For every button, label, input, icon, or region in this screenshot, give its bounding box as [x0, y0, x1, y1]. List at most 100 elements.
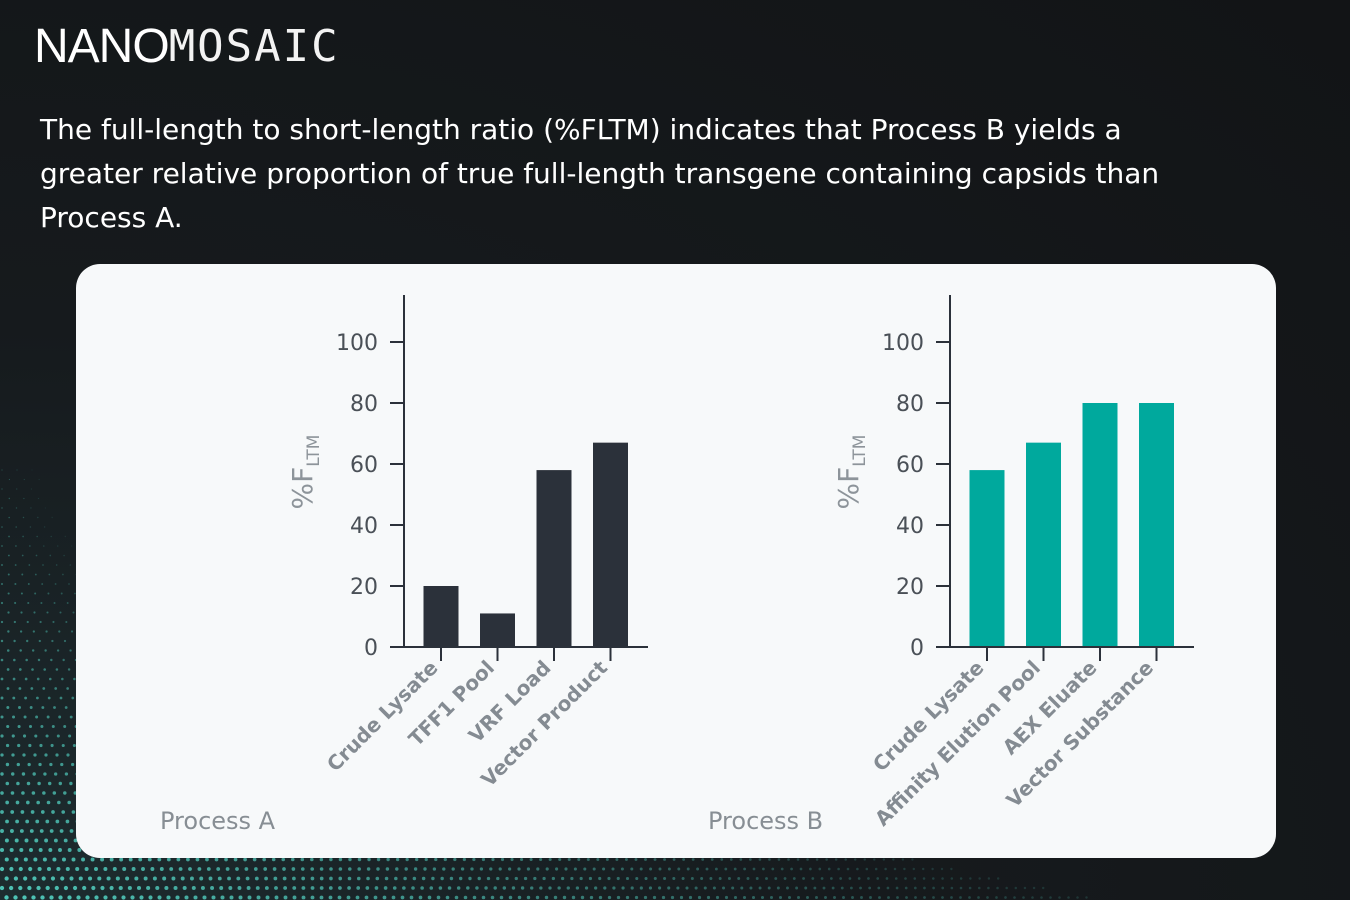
- decorative-dot: [932, 886, 935, 890]
- decorative-dot: [64, 535, 67, 538]
- decorative-dot: [56, 734, 60, 738]
- decorative-dot: [115, 876, 120, 881]
- decorative-dot: [701, 858, 705, 861]
- decorative-dot: [310, 886, 315, 890]
- decorative-dot: [977, 886, 981, 890]
- decorative-dot: [941, 877, 944, 880]
- decorative-dot: [87, 876, 93, 881]
- decorative-dot: [211, 895, 216, 900]
- decorative-dot: [197, 867, 202, 871]
- decorative-dot: [758, 858, 762, 861]
- decorative-dot: [0, 734, 4, 738]
- decorative-dot: [418, 895, 423, 900]
- decorative-dot: [0, 791, 4, 795]
- decorative-dot: [573, 867, 577, 871]
- decorative-dot: [548, 857, 552, 862]
- decorative-dot: [959, 886, 963, 890]
- decorative-dot: [514, 876, 518, 881]
- decorative-dot: [751, 895, 756, 900]
- decorative-dot: [85, 895, 90, 900]
- decorative-dot: [874, 867, 878, 871]
- decorative-dot: [612, 886, 616, 890]
- decorative-dot: [53, 772, 58, 776]
- decorative-dot: [950, 877, 954, 880]
- decorative-dot: [63, 838, 68, 843]
- decorative-dot: [292, 886, 297, 890]
- decorative-dot: [43, 772, 47, 776]
- decorative-dot: [40, 895, 45, 900]
- decorative-dot: [885, 877, 889, 880]
- decorative-dot: [733, 867, 737, 871]
- decorative-dot: [596, 858, 600, 861]
- decorative-dot: [0, 753, 4, 757]
- decorative-dot: [50, 658, 53, 662]
- decorative-dot: [783, 877, 787, 880]
- bar-crude-lysate: [423, 586, 459, 647]
- decorative-dot: [551, 876, 555, 881]
- decorative-dot: [802, 877, 805, 880]
- decorative-dot: [166, 895, 171, 900]
- decorative-dot: [139, 895, 144, 900]
- decorative-dot: [727, 877, 731, 880]
- decorative-dot: [141, 867, 145, 871]
- decorative-dot: [376, 867, 380, 871]
- decorative-dot: [749, 858, 752, 861]
- decorative-dot: [602, 867, 606, 871]
- decorative-dot: [29, 829, 34, 833]
- decorative-dot: [162, 876, 167, 881]
- decorative-dot: [59, 829, 64, 833]
- decorative-dot: [374, 886, 379, 890]
- decorative-dot: [0, 810, 4, 814]
- decorative-dot: [499, 895, 504, 900]
- decorative-dot: [760, 895, 765, 900]
- decorative-dot: [6, 687, 10, 690]
- decorative-dot: [577, 857, 581, 862]
- decorative-dot: [903, 867, 906, 871]
- decorative-dot: [603, 886, 607, 890]
- decorative-dot: [11, 753, 15, 757]
- decorative-dot: [409, 895, 414, 900]
- decorative-dot: [500, 857, 505, 862]
- decorative-dot: [63, 639, 67, 643]
- decorative-dot: [8, 516, 10, 519]
- decorative-dot: [827, 867, 831, 871]
- decorative-dot: [639, 886, 643, 890]
- decorative-dot: [7, 554, 10, 557]
- decorative-dot: [21, 573, 24, 576]
- decorative-dot: [697, 895, 702, 900]
- decorative-dot: [607, 876, 611, 881]
- logo-text-mosaic: MOSAIC: [168, 21, 340, 72]
- decorative-dot: [18, 885, 23, 891]
- decorative-dot: [273, 876, 278, 881]
- decorative-dot: [688, 895, 693, 900]
- decorative-dot: [912, 867, 916, 871]
- decorative-dot: [520, 857, 524, 862]
- decorative-dot: [62, 658, 65, 662]
- decorative-dot: [43, 668, 46, 671]
- decorative-dot: [157, 857, 162, 862]
- decorative-dot: [53, 838, 58, 843]
- bar-aex-eluate: [1082, 403, 1118, 647]
- decorative-dot: [47, 781, 52, 786]
- decorative-dot: [873, 858, 876, 861]
- decorative-dot: [22, 734, 27, 738]
- decorative-dot: [290, 857, 295, 862]
- decorative-dot: [11, 734, 15, 738]
- decorative-dot: [18, 687, 22, 690]
- decorative-dot: [607, 895, 612, 900]
- decorative-dot: [26, 781, 31, 786]
- decorative-dot: [969, 877, 972, 880]
- decorative-dot: [48, 677, 52, 681]
- decorative-dot: [173, 885, 178, 891]
- decorative-dot: [39, 829, 44, 833]
- decorative-dot: [356, 886, 361, 890]
- decorative-dot: [767, 886, 771, 890]
- decorative-dot: [28, 743, 32, 748]
- decorative-dot: [658, 867, 662, 871]
- decorative-dot: [23, 478, 25, 481]
- decorative-dot: [366, 867, 371, 871]
- decorative-dot: [338, 867, 343, 871]
- decorative-dot: [73, 677, 76, 681]
- decorative-dot: [941, 896, 944, 899]
- decorative-dot: [59, 611, 62, 614]
